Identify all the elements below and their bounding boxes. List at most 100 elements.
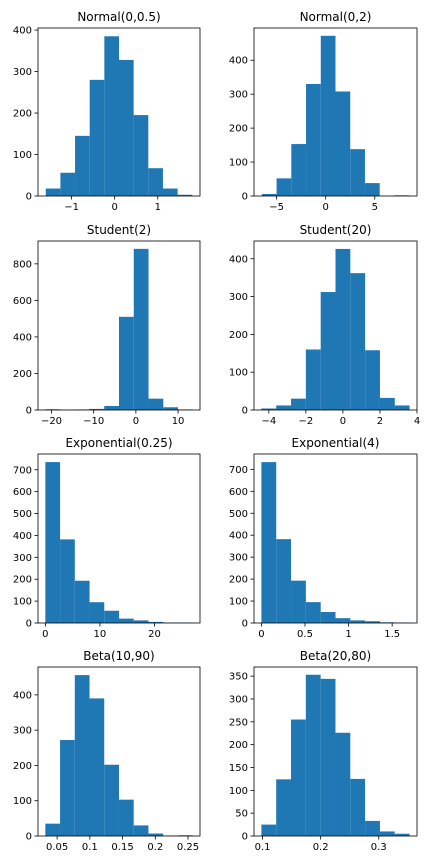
histogram-bar (365, 820, 380, 836)
histogram-bar (291, 398, 306, 410)
y-tick-label: 400 (229, 56, 248, 67)
y-tick-label: 150 (229, 763, 248, 774)
histogram-bar (118, 799, 134, 836)
x-tick-label: 0 (258, 629, 264, 640)
histogram-bar (74, 580, 90, 623)
y-tick-label: 500 (13, 509, 32, 520)
y-tick-label: 100 (13, 796, 32, 807)
histogram-bar (365, 350, 380, 410)
x-tick-label: 0.2 (313, 842, 329, 853)
x-tick-label: 20 (148, 629, 161, 640)
histogram-bar (75, 135, 90, 196)
y-tick-label: 100 (229, 368, 248, 379)
histogram-bar (45, 462, 61, 623)
y-tick-label: 100 (13, 150, 32, 161)
x-tick-label: 0.25 (177, 842, 199, 853)
y-tick-label: 0 (26, 832, 32, 843)
histogram-bar (364, 183, 380, 196)
chart-title: Student(2) (87, 223, 151, 237)
histogram-bar (291, 144, 307, 196)
chart-title: Normal(0,0.5) (77, 10, 160, 24)
histogram-panel: Student(20) −4 −2 0 2 4 0 100 200 300 400 (229, 223, 420, 427)
histogram-panel: Beta(20,80) 0.1 0.2 0.3 0 50 100 150 200 250 300 35… (229, 649, 418, 853)
y-tick-label: 400 (13, 332, 32, 343)
x-tick-label: 0.5 (297, 629, 313, 640)
y-tick-label: 0 (242, 619, 248, 630)
histogram-bar (261, 408, 277, 410)
y-tick-label: 300 (229, 90, 248, 101)
x-tick-label: 0.15 (111, 842, 133, 853)
y-tick-label: 300 (229, 694, 248, 705)
y-tick-label: 600 (13, 487, 32, 498)
histogram-bar (320, 292, 336, 410)
histogram-bar (148, 398, 164, 410)
histogram-panel: Exponential(0.25)0 10 20010020030040050060… (13, 436, 201, 640)
histogram-bar (394, 833, 410, 836)
histogram-panel: Normal(0,0.5) −1 0 1 0 100 200 300 400 (13, 10, 201, 213)
y-tick-label: 0 (242, 192, 248, 203)
histogram-bar (350, 620, 366, 623)
histogram-bar (89, 79, 105, 196)
histogram-bar (365, 621, 380, 623)
y-tick-label: 400 (229, 531, 248, 542)
histogram-bar (133, 620, 149, 623)
y-tick-label: 100 (13, 597, 32, 608)
y-tick-label: 600 (13, 296, 32, 307)
histogram-bar (305, 674, 321, 836)
histogram-bar (45, 188, 61, 196)
histogram-bar (162, 188, 178, 196)
chart-title: Beta(20,80) (300, 649, 371, 663)
axes-frame (37, 453, 201, 624)
y-tick-label: 300 (13, 726, 32, 737)
y-tick-label: 500 (229, 509, 248, 520)
x-tick-label: −2 (298, 416, 313, 427)
histogram-bar (335, 618, 351, 623)
y-tick-label: 0 (26, 406, 32, 417)
y-tick-label: 0 (242, 406, 248, 417)
y-tick-label: 100 (229, 597, 248, 608)
y-tick-label: 200 (229, 575, 248, 586)
histogram-panel: Exponential(4) 0 0.5 1 1.5 0 100 200 300 400 500 60… (229, 436, 418, 640)
x-tick-label: 0 (112, 202, 118, 213)
histogram-bar (119, 618, 134, 623)
axes-frame (253, 240, 418, 411)
y-tick-label: 400 (13, 26, 32, 37)
x-tick-label: 0 (133, 416, 139, 427)
y-tick-label: 50 (235, 809, 248, 820)
x-tick-label: 0 (340, 416, 346, 427)
chart-title: Exponential(0.25) (65, 436, 172, 450)
histogram-bar (320, 612, 336, 623)
histogram-bar (45, 823, 61, 836)
histogram-bar (306, 84, 321, 196)
axes-frame (253, 453, 418, 624)
axes-frame (253, 27, 418, 197)
histogram-bar (291, 580, 306, 623)
histogram-bar (163, 407, 179, 410)
histogram-bar (148, 168, 163, 196)
y-tick-label: 200 (229, 740, 248, 751)
histogram-bar (119, 316, 134, 410)
x-tick-label: 0.3 (371, 842, 387, 853)
histogram-bar (104, 764, 119, 836)
histogram-bar (350, 273, 366, 410)
x-tick-label: 10 (94, 629, 107, 640)
histogram-bar (89, 698, 105, 836)
histogram-bar (276, 539, 292, 623)
histogram-panel: Beta(10,90) 0.05 0.1 0.15 0.2 0.25 0 100 200 300 4… (13, 649, 201, 853)
y-tick-label: 0 (26, 619, 32, 630)
axes-frame (37, 666, 201, 837)
histogram-bar (276, 178, 292, 196)
histogram-bar (305, 602, 321, 623)
y-tick-label: 200 (229, 124, 248, 135)
y-tick-label: 100 (229, 158, 248, 169)
y-tick-label: 0 (26, 192, 32, 203)
y-tick-label: 300 (229, 553, 248, 564)
histogram-bar (104, 610, 119, 623)
histogram-bar (350, 778, 366, 836)
x-tick-label: 5 (372, 202, 378, 213)
histogram-bar (89, 602, 105, 623)
x-tick-label: −20 (41, 416, 62, 427)
histogram-bar (276, 405, 292, 410)
y-tick-label: 700 (13, 465, 32, 476)
